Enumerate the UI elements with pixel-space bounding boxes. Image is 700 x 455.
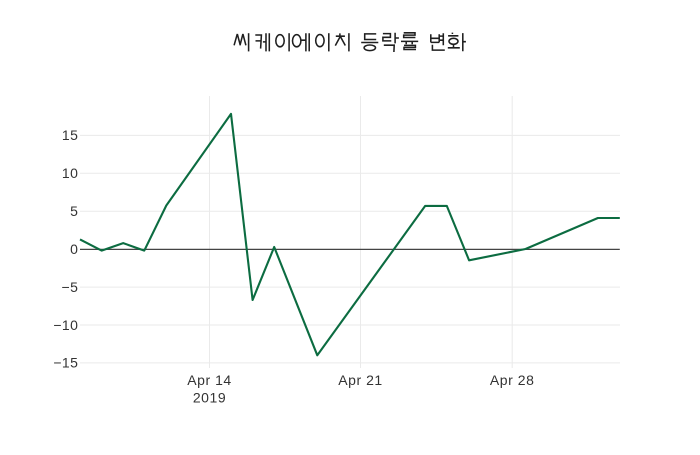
svg-text:0: 0 — [70, 241, 78, 257]
svg-text:10: 10 — [62, 165, 78, 181]
svg-text:Apr 21: Apr 21 — [338, 372, 383, 388]
svg-text:−10: −10 — [53, 317, 78, 333]
svg-text:−15: −15 — [53, 355, 78, 371]
svg-text:−5: −5 — [62, 279, 79, 295]
svg-text:5: 5 — [70, 203, 78, 219]
svg-text:Apr 28: Apr 28 — [490, 372, 535, 388]
svg-text:Apr 14: Apr 14 — [187, 372, 232, 388]
svg-text:15: 15 — [62, 127, 78, 143]
svg-text:2019: 2019 — [193, 389, 226, 405]
